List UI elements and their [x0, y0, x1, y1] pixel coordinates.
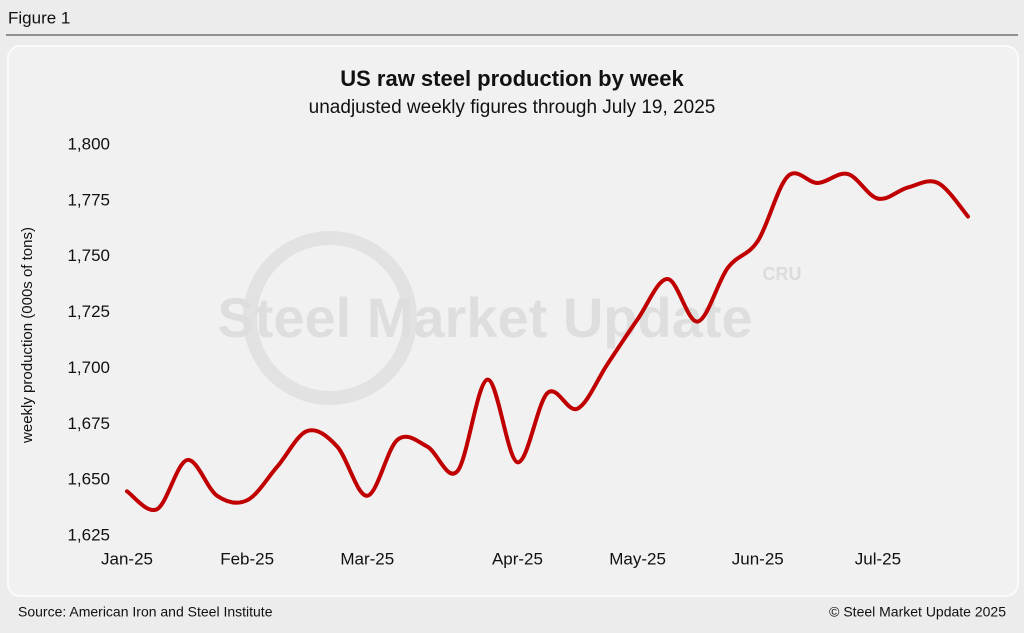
x-tick-label: Feb-25 — [220, 549, 274, 568]
x-tick-label: Jul-25 — [855, 549, 901, 568]
y-tick-label: 1,650 — [67, 470, 110, 489]
copyright: © Steel Market Update 2025 — [829, 604, 1006, 620]
y-axis-label: weekly production (000s of tons) — [19, 227, 36, 444]
data-line — [125, 171, 970, 512]
y-tick-label: 1,625 — [67, 525, 110, 544]
chart-title: US raw steel production by week — [340, 66, 684, 91]
watermark-ring — [243, 231, 417, 405]
y-tick-label: 1,675 — [67, 414, 110, 433]
x-tick-label: Mar-25 — [340, 549, 394, 568]
x-tick-label: Apr-25 — [492, 549, 543, 568]
source: Source: American Iron and Steel Institut… — [18, 604, 273, 620]
x-tick-label: May-25 — [609, 549, 666, 568]
x-tick-label: Jun-25 — [732, 549, 784, 568]
chart-subtitle: unadjusted weekly figures through July 1… — [309, 97, 716, 118]
y-tick-label: 1,775 — [67, 190, 110, 209]
chart-panel — [7, 45, 1019, 597]
watermark-logo: CRU — [763, 264, 802, 284]
y-tick-label: 1,750 — [67, 246, 110, 265]
y-tick-label: 1,800 — [67, 134, 110, 153]
y-tick-label: 1,725 — [67, 302, 110, 321]
y-tick-label: 1,700 — [67, 358, 110, 377]
figure-label: Figure 1 — [8, 8, 70, 27]
x-tick-label: Jan-25 — [101, 549, 153, 568]
watermark: Steel Market Update — [217, 286, 752, 349]
